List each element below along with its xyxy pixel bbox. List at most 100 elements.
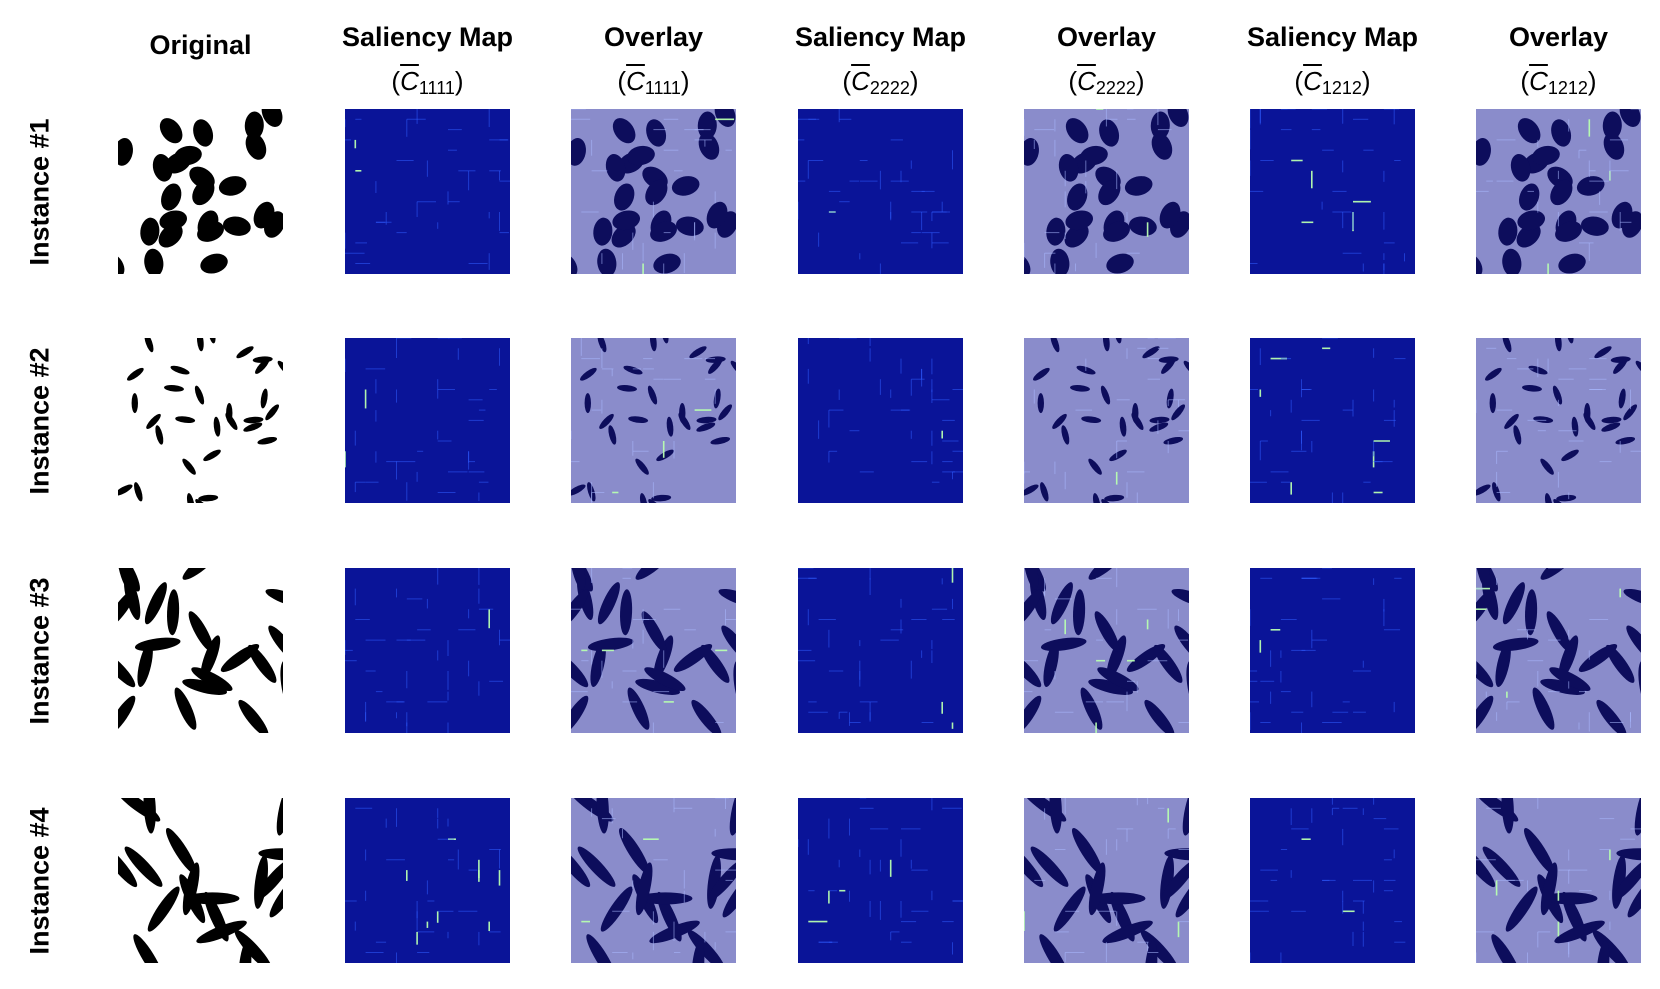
subtitle-symbol: C (1303, 66, 1322, 96)
grain (711, 848, 736, 861)
subtitle-suffix: ) (1135, 66, 1145, 96)
subtitle-index: 1212 (1321, 78, 1362, 98)
grain (1119, 416, 1127, 437)
grain (1519, 183, 1540, 211)
grain (1080, 687, 1103, 730)
grain (269, 872, 283, 918)
grain (1476, 695, 1494, 733)
cell-image (571, 338, 736, 503)
grain (577, 846, 616, 887)
grain (236, 346, 254, 359)
grain (144, 338, 154, 353)
grain (1109, 449, 1127, 462)
grain (1067, 183, 1088, 211)
grain (1065, 118, 1089, 144)
grain (140, 217, 160, 246)
grain (1183, 360, 1189, 376)
grain (1131, 412, 1144, 431)
subtitle-symbol: C (626, 66, 645, 96)
grain (118, 695, 136, 733)
grain (118, 252, 125, 274)
grain (1049, 798, 1062, 834)
grain (1504, 413, 1519, 429)
grain (571, 252, 578, 274)
grain (1610, 356, 1631, 363)
grain (1100, 385, 1111, 405)
grain (1094, 611, 1120, 652)
subtitle-symbol: C (1529, 66, 1548, 96)
grain (1171, 588, 1189, 608)
grain (635, 458, 649, 475)
grain (186, 493, 195, 503)
column-title: Saliency Map (1247, 22, 1418, 53)
grain (1081, 416, 1102, 424)
cell-image (1024, 109, 1189, 274)
grain (1513, 425, 1522, 445)
grain (182, 678, 228, 695)
grain (650, 221, 678, 242)
grain (1114, 338, 1122, 344)
grain (192, 179, 215, 206)
grain (651, 494, 672, 502)
grain (1498, 217, 1518, 246)
column-title-text: Original (149, 30, 252, 60)
grain (1544, 493, 1553, 503)
grain (1634, 798, 1641, 836)
grain (155, 425, 164, 445)
grain (182, 568, 219, 580)
grain (208, 338, 216, 344)
grain (118, 589, 136, 628)
grain (1543, 892, 1598, 905)
grain (174, 687, 197, 730)
grain (1142, 346, 1160, 359)
grain (580, 367, 597, 381)
cell-image (1250, 798, 1415, 963)
column-subtitle: (C2222) (842, 66, 918, 99)
cell-image (798, 798, 963, 963)
grain (127, 367, 144, 381)
grain (641, 611, 667, 652)
grain (605, 153, 626, 182)
subtitle-prefix: ( (842, 66, 852, 96)
grain (620, 589, 633, 636)
grain (696, 422, 716, 432)
grain (1505, 886, 1538, 932)
cell-image (798, 338, 963, 503)
grain (134, 637, 181, 652)
grain (247, 644, 277, 683)
grain (195, 499, 211, 503)
column-title: Original (149, 30, 251, 61)
grain (276, 798, 283, 836)
grain (656, 449, 674, 462)
grain (597, 582, 620, 625)
grain (1024, 695, 1042, 733)
grain (1024, 568, 1039, 590)
grain (612, 210, 641, 231)
subtitle-suffix: ) (1361, 66, 1371, 96)
grain (627, 145, 655, 166)
grain (1104, 494, 1125, 502)
grain (225, 412, 238, 431)
column-title: Saliency Map (795, 22, 966, 53)
grain (1492, 637, 1539, 652)
grain (1558, 253, 1586, 274)
grain (200, 635, 221, 679)
grain (159, 118, 183, 144)
grain (243, 422, 263, 432)
column-title: Overlay (1057, 22, 1156, 53)
grain (244, 111, 264, 140)
cell-image (1250, 568, 1415, 733)
grain (596, 798, 609, 834)
grain (1550, 179, 1573, 206)
grain (1050, 582, 1073, 625)
row-label: Instance #1 (25, 118, 56, 265)
grain (1482, 846, 1521, 887)
grain (661, 338, 669, 344)
grain (1540, 678, 1586, 695)
grain (1037, 393, 1044, 414)
subtitle-symbol: C (851, 66, 870, 96)
grain (143, 798, 156, 834)
grain (234, 929, 273, 963)
grain (175, 416, 196, 424)
